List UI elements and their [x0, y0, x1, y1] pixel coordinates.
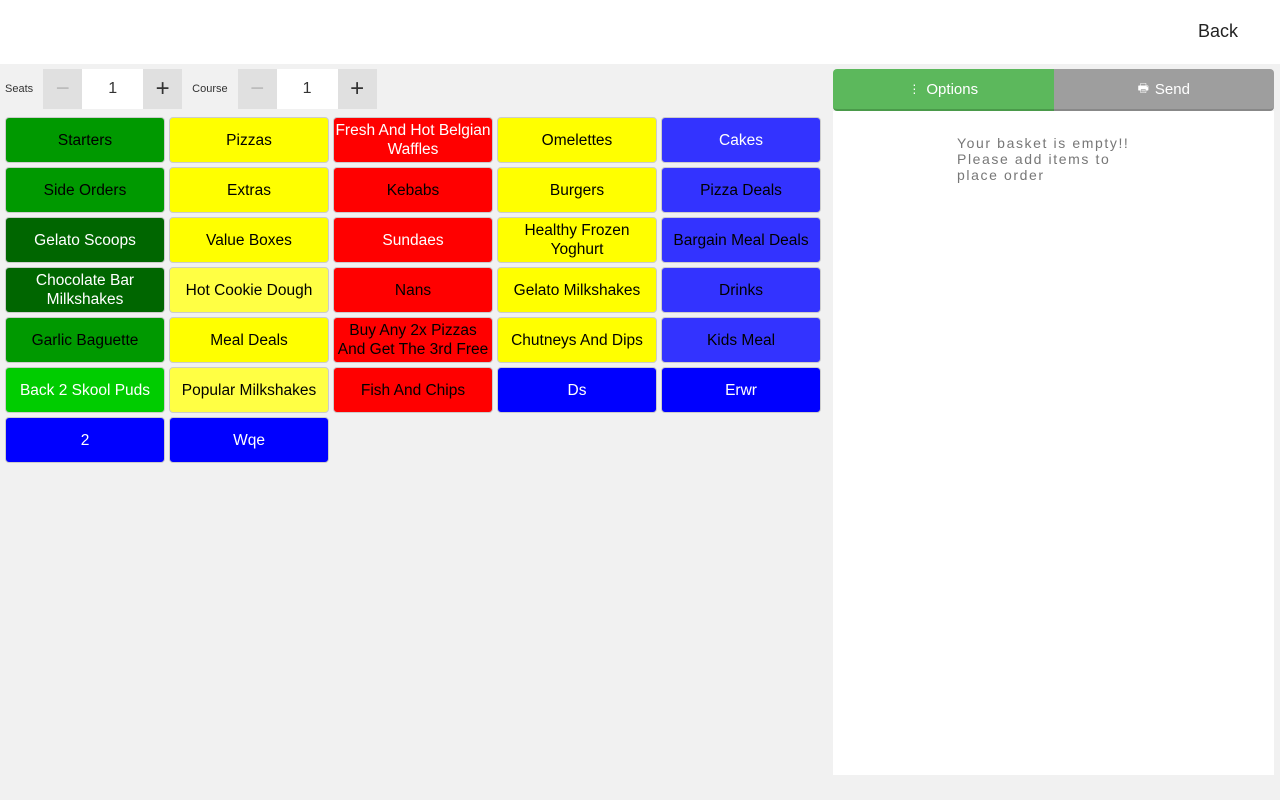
- options-label: Options: [926, 80, 979, 98]
- category-button[interactable]: Fresh And Hot Belgian Waffles: [333, 117, 493, 163]
- minus-icon: −: [250, 75, 265, 102]
- minus-icon: −: [55, 75, 70, 102]
- course-increment-button[interactable]: +: [338, 69, 377, 109]
- category-grid: Starters Pizzas Fresh And Hot Belgian Waff…: [5, 117, 821, 463]
- printer-icon: 🖶: [1137, 80, 1149, 95]
- plus-icon: +: [155, 75, 170, 102]
- category-button[interactable]: Gelato Milkshakes: [497, 267, 657, 313]
- seats-decrement-button[interactable]: −: [43, 69, 82, 109]
- category-button[interactable]: Erwr: [661, 367, 821, 413]
- back-button[interactable]: Back: [1197, 21, 1238, 41]
- category-button[interactable]: 2: [5, 417, 165, 463]
- seat-course-controls: Seats − 1 + Course − 1 +: [0, 69, 387, 109]
- category-button[interactable]: Hot Cookie Dough: [169, 267, 329, 313]
- category-button[interactable]: Back 2 Skool Puds: [5, 367, 165, 413]
- seats-increment-button[interactable]: +: [143, 69, 182, 109]
- seats-stepper: − 1 +: [43, 69, 183, 109]
- category-button[interactable]: Ds: [497, 367, 657, 413]
- course-stepper: − 1 +: [237, 69, 377, 109]
- basket-panel: ⋮ Options 🖶 Send Your basket is empty!! …: [833, 69, 1274, 775]
- category-button[interactable]: Meal Deals: [169, 317, 329, 363]
- category-button[interactable]: Extras: [169, 167, 329, 213]
- seats-value[interactable]: 1: [82, 69, 144, 109]
- category-button[interactable]: Bargain Meal Deals: [661, 217, 821, 263]
- category-button[interactable]: Omelettes: [497, 117, 657, 163]
- category-button[interactable]: Burgers: [497, 167, 657, 213]
- send-label: Send: [1154, 80, 1190, 98]
- category-button[interactable]: Value Boxes: [169, 217, 329, 263]
- top-bar: Back: [0, 0, 1280, 64]
- category-button[interactable]: Chocolate Bar Milkshakes: [5, 267, 165, 313]
- send-button[interactable]: 🖶 Send: [1053, 69, 1274, 111]
- vertical-dots-icon: ⋮: [908, 82, 921, 96]
- category-button[interactable]: Popular Milkshakes: [169, 367, 329, 413]
- category-button[interactable]: Kids Meal: [661, 317, 821, 363]
- category-button[interactable]: Side Orders: [5, 167, 165, 213]
- category-button[interactable]: Starters: [5, 117, 165, 163]
- plus-icon: +: [350, 75, 365, 102]
- empty-basket-message: Your basket is empty!! Please add items …: [957, 135, 1130, 183]
- category-button[interactable]: Cakes: [661, 117, 821, 163]
- category-button[interactable]: Healthy Frozen Yoghurt: [497, 217, 657, 263]
- category-button[interactable]: Kebabs: [333, 167, 493, 213]
- category-button[interactable]: Buy Any 2x Pizzas And Get The 3rd Free: [333, 317, 493, 363]
- category-button[interactable]: Nans: [333, 267, 493, 313]
- course-value[interactable]: 1: [276, 69, 338, 109]
- seats-label: Seats: [5, 83, 34, 95]
- category-button[interactable]: Wqe: [169, 417, 329, 463]
- category-button[interactable]: Fish And Chips: [333, 367, 493, 413]
- course-label: Course: [192, 83, 228, 95]
- basket-actions: ⋮ Options 🖶 Send: [833, 69, 1274, 111]
- category-button[interactable]: Garlic Baguette: [5, 317, 165, 363]
- options-button[interactable]: ⋮ Options: [833, 69, 1054, 111]
- category-button[interactable]: Pizza Deals: [661, 167, 821, 213]
- category-button[interactable]: Drinks: [661, 267, 821, 313]
- category-button[interactable]: Pizzas: [169, 117, 329, 163]
- category-button[interactable]: Gelato Scoops: [5, 217, 165, 263]
- course-decrement-button[interactable]: −: [238, 69, 277, 109]
- category-button[interactable]: Chutneys And Dips: [497, 317, 657, 363]
- category-button[interactable]: Sundaes: [333, 217, 493, 263]
